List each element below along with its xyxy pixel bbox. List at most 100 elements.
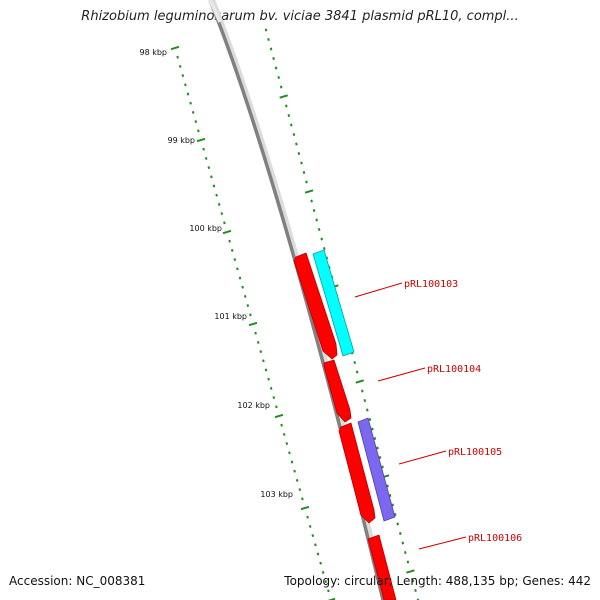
minor-tick <box>393 513 397 516</box>
ruler-label: 98 kbp <box>139 48 167 57</box>
minor-tick <box>310 199 313 203</box>
backbone-line <box>208 0 385 600</box>
label-leader <box>377 367 426 382</box>
minor-tick <box>388 494 392 497</box>
minor-tick <box>220 212 224 216</box>
major-tick <box>279 94 288 99</box>
minor-tick <box>267 377 270 381</box>
topology-summary: Topology: circular; Length: 488,135 bp; … <box>284 574 591 588</box>
minor-tick <box>285 104 288 108</box>
minor-tick <box>262 359 265 363</box>
minor-tick <box>353 361 356 364</box>
major-tick <box>248 321 258 327</box>
minor-tick <box>399 532 402 535</box>
minor-tick <box>315 218 318 222</box>
minor-tick <box>184 83 187 87</box>
minor-tick <box>249 313 252 317</box>
minor-tick <box>406 560 410 564</box>
minor-tick <box>280 423 283 427</box>
minor-tick <box>238 276 242 280</box>
minor-tick <box>416 598 420 600</box>
minor-tick <box>316 552 320 556</box>
minor-tick <box>285 442 289 446</box>
minor-tick <box>189 101 192 105</box>
minor-tick <box>301 497 304 501</box>
minor-tick <box>295 142 298 146</box>
minor-tick <box>194 120 198 124</box>
inner-tick-track <box>170 45 336 600</box>
minor-tick <box>321 570 325 574</box>
minor-tick <box>320 237 323 241</box>
minor-tick <box>256 340 260 344</box>
gene-arrow-reverse[interactable] <box>338 422 376 524</box>
minor-tick <box>212 184 216 188</box>
minor-tick <box>287 114 291 117</box>
gene-arrow-pRL100103[interactable] <box>312 249 355 357</box>
minor-tick <box>202 147 205 151</box>
minor-tick <box>264 368 268 372</box>
minor-tick <box>312 209 316 212</box>
minor-tick <box>311 534 315 538</box>
minor-tick <box>207 166 211 170</box>
minor-tick <box>282 432 286 436</box>
minor-tick <box>298 488 302 492</box>
minor-tick <box>292 133 296 136</box>
minor-tick <box>411 579 415 583</box>
minor-tick <box>314 543 317 547</box>
minor-tick <box>319 561 322 565</box>
minor-tick <box>274 66 278 70</box>
minor-tick <box>269 386 273 390</box>
major-tick <box>170 45 180 51</box>
gene-arrow-pRL100104[interactable] <box>323 359 352 423</box>
minor-tick <box>293 469 296 473</box>
minor-tick <box>254 331 257 335</box>
minor-tick <box>317 228 321 231</box>
label-leader <box>418 536 467 550</box>
gene-label-pRL100103[interactable]: pRL100103 <box>404 279 458 290</box>
gene-label-pRL100106[interactable]: pRL100106 <box>468 533 522 544</box>
minor-tick <box>371 427 374 431</box>
minor-tick <box>272 57 275 60</box>
minor-tick <box>223 221 226 225</box>
ruler-label: 100 kbp <box>189 224 222 233</box>
minor-tick <box>215 193 218 197</box>
minor-tick <box>228 239 231 243</box>
minor-tick <box>302 171 306 174</box>
minor-tick <box>300 161 303 165</box>
minor-tick <box>308 524 312 528</box>
major-tick <box>406 569 415 574</box>
minor-tick <box>368 418 372 421</box>
label-leader <box>354 282 403 298</box>
minor-tick <box>243 294 247 298</box>
minor-tick <box>275 405 278 409</box>
minor-tick <box>259 350 263 354</box>
gene-arrow-pRL100106[interactable] <box>367 534 397 600</box>
gene-label-pRL100104[interactable]: pRL100104 <box>427 364 481 375</box>
major-tick <box>355 379 364 384</box>
gene-arrow-reverse[interactable] <box>293 252 338 360</box>
ruler-label: 101 kbp <box>214 312 247 321</box>
minor-tick <box>378 456 382 459</box>
ruler-label: 103 kbp <box>260 490 293 499</box>
minor-tick <box>264 28 268 32</box>
minor-tick <box>236 267 239 271</box>
ruler-label: 99 kbp <box>167 136 195 145</box>
minor-tick <box>376 446 379 450</box>
gene-label-pRL100105[interactable]: pRL100105 <box>448 447 502 458</box>
minor-tick <box>363 399 367 402</box>
minor-tick <box>217 202 221 206</box>
minor-tick <box>404 551 407 554</box>
minor-tick <box>186 92 190 96</box>
gene-arrow-pRL100105[interactable] <box>357 417 396 522</box>
minor-tick <box>414 589 417 592</box>
minor-tick <box>324 580 328 584</box>
minor-tick <box>386 484 389 488</box>
minor-tick <box>181 74 185 78</box>
minor-tick <box>355 370 359 374</box>
minor-tick <box>361 389 364 393</box>
minor-tick <box>197 129 200 133</box>
minor-tick <box>373 437 377 440</box>
major-tick <box>300 505 310 511</box>
